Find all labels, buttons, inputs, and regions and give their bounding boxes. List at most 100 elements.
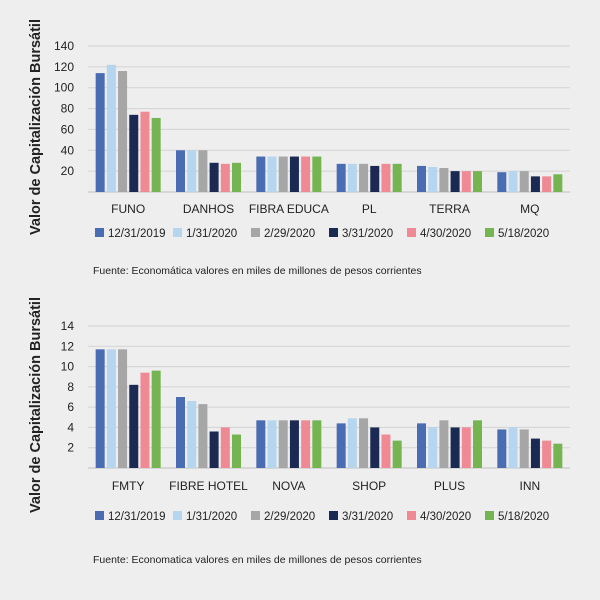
y-axis-label: Valor de Capitalización Bursátil — [28, 297, 44, 513]
bar-danhos-series-3 — [198, 150, 208, 192]
bar-nova-series-2 — [267, 420, 277, 468]
bar-inn-series-2 — [508, 427, 518, 468]
bar-plus-series-4 — [450, 427, 460, 468]
legend-label: 12/31/2019 — [108, 228, 166, 240]
y-tick-label: 8 — [67, 380, 74, 394]
legend-label: 3/31/2020 — [342, 228, 393, 240]
legend-label: 5/18/2020 — [498, 228, 549, 240]
bar-danhos-series-5 — [220, 163, 230, 192]
bar-mq-series-3 — [519, 171, 529, 192]
y-tick-label: 80 — [61, 102, 75, 116]
bar-fibre-hotel-series-4 — [209, 431, 219, 468]
legend-label: 4/30/2020 — [420, 511, 471, 523]
x-category-label: FIBRE HOTEL — [169, 479, 248, 493]
bar-fibre-hotel-series-6 — [232, 434, 241, 468]
legend-swatch — [407, 511, 416, 520]
bar-fibra-educa-series-1 — [256, 156, 266, 192]
y-tick-label: 40 — [61, 143, 75, 157]
x-category-label: PL — [362, 202, 377, 216]
bar-funo-series-3 — [118, 71, 128, 192]
y-tick-label: 20 — [61, 164, 75, 178]
bar-inn-series-3 — [519, 429, 529, 468]
bar-nova-series-3 — [278, 420, 288, 468]
bar-shop-series-1 — [336, 423, 346, 468]
y-tick-label: 10 — [61, 360, 75, 374]
bar-nova-series-5 — [301, 420, 311, 468]
bar-fmty-series-6 — [151, 370, 161, 468]
legend-swatch — [95, 511, 104, 520]
y-tick-label: 60 — [61, 122, 75, 136]
x-category-label: MQ — [520, 202, 539, 216]
bar-shop-series-3 — [359, 418, 369, 468]
chart-1: 20 40 60 80 100 120 140 Valor de Capitalización… — [28, 19, 570, 277]
y-tick-label: 4 — [67, 420, 74, 434]
bar-danhos-series-6 — [232, 162, 241, 192]
bar-fibra-educa-series-6 — [312, 156, 322, 192]
bar-plus-series-1 — [417, 423, 426, 468]
legend-swatch — [173, 228, 182, 237]
legend-label: 12/31/2019 — [108, 511, 166, 523]
bar-funo-series-1 — [95, 73, 105, 192]
bar-nova-series-4 — [289, 420, 299, 468]
legend-swatch — [485, 511, 494, 520]
y-tick-label: 6 — [67, 400, 74, 414]
legend-label: 2/29/2020 — [264, 228, 315, 240]
legend-label: 1/31/2020 — [186, 511, 237, 523]
bar-pl-series-1 — [336, 163, 346, 192]
legend-swatch — [251, 511, 260, 520]
legend-label: 5/18/2020 — [498, 511, 549, 523]
bar-nova-series-1 — [256, 420, 266, 468]
x-category-label: FUNO — [111, 202, 145, 216]
bar-fmty-series-2 — [106, 349, 116, 468]
y-tick-label: 14 — [61, 319, 75, 333]
bar-fmty-series-1 — [95, 349, 105, 468]
bar-fibre-hotel-series-1 — [176, 397, 185, 468]
bar-fibra-educa-series-5 — [301, 156, 311, 192]
bar-terra-series-1 — [417, 165, 426, 192]
bar-shop-series-4 — [370, 427, 380, 468]
y-tick-label: 100 — [54, 81, 74, 95]
legend-swatch — [407, 228, 416, 237]
legend-swatch — [485, 228, 494, 237]
bar-plus-series-6 — [473, 420, 482, 468]
bar-fibra-educa-series-3 — [278, 156, 288, 192]
x-category-label: PLUS — [434, 479, 465, 493]
bar-inn-series-5 — [542, 440, 552, 468]
bar-plus-series-2 — [428, 427, 438, 468]
y-tick-label: 2 — [67, 441, 74, 455]
bar-mq-series-2 — [508, 171, 518, 192]
bar-shop-series-5 — [381, 434, 391, 468]
bar-funo-series-2 — [106, 64, 116, 192]
bar-fibre-hotel-series-2 — [187, 401, 197, 468]
bar-nova-series-6 — [312, 420, 322, 468]
bar-pl-series-4 — [370, 165, 380, 192]
bar-pl-series-5 — [381, 163, 391, 192]
bar-mq-series-4 — [530, 176, 540, 192]
bar-fibra-educa-series-4 — [289, 156, 299, 192]
y-tick-label: 12 — [61, 339, 75, 353]
chart-2: 2 4 6 8 10 12 14 Valor de Capitalización Bursát… — [28, 297, 570, 566]
bar-shop-series-6 — [392, 440, 402, 468]
legend-label: 2/29/2020 — [264, 511, 315, 523]
x-category-label: SHOP — [352, 479, 386, 493]
bar-funo-series-6 — [151, 117, 161, 192]
bar-danhos-series-1 — [176, 150, 185, 192]
bar-fibre-hotel-series-3 — [198, 404, 208, 468]
legend-swatch — [95, 228, 104, 237]
legend-label: 1/31/2020 — [186, 228, 237, 240]
legend-swatch — [251, 228, 260, 237]
x-category-label: TERRA — [429, 202, 470, 216]
legend-swatch — [329, 228, 338, 237]
legend-label: 3/31/2020 — [342, 511, 393, 523]
bar-funo-series-4 — [129, 114, 139, 192]
bar-fmty-series-4 — [129, 384, 139, 468]
bar-pl-series-6 — [392, 163, 402, 192]
bar-plus-series-5 — [461, 427, 471, 468]
bar-terra-series-6 — [473, 171, 482, 192]
source-note: Fuente: Economática valores en miles de … — [93, 265, 422, 277]
bar-inn-series-6 — [553, 443, 563, 468]
bar-inn-series-4 — [530, 438, 540, 468]
bar-fmty-series-5 — [140, 372, 150, 468]
bar-mq-series-5 — [542, 176, 552, 192]
